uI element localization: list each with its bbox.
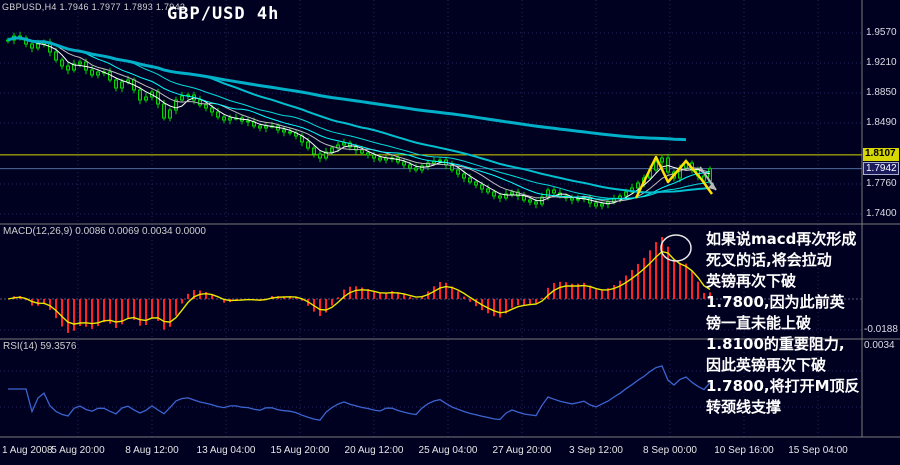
analysis-annotation-text: 如果说macd再次形成 死叉的话,将会拉动 英镑再次下破 1.7800,因为此前… <box>706 230 860 416</box>
current-price-tag: 1.7942 <box>863 162 899 175</box>
resistance-price-tag: 1.8107 <box>863 148 899 161</box>
macd-indicator-label: MACD(12,26,9) 0.0086 0.0069 0.0034 0.000… <box>3 226 206 237</box>
rsi-indicator-label: RSI(14) 59.3576 <box>3 341 77 352</box>
pair-timeframe-label: GBP/USD 4h <box>167 4 280 24</box>
symbol-ohlc-label: GBPUSD,H4 1.7946 1.7977 1.7893 1.7942 <box>2 2 186 12</box>
